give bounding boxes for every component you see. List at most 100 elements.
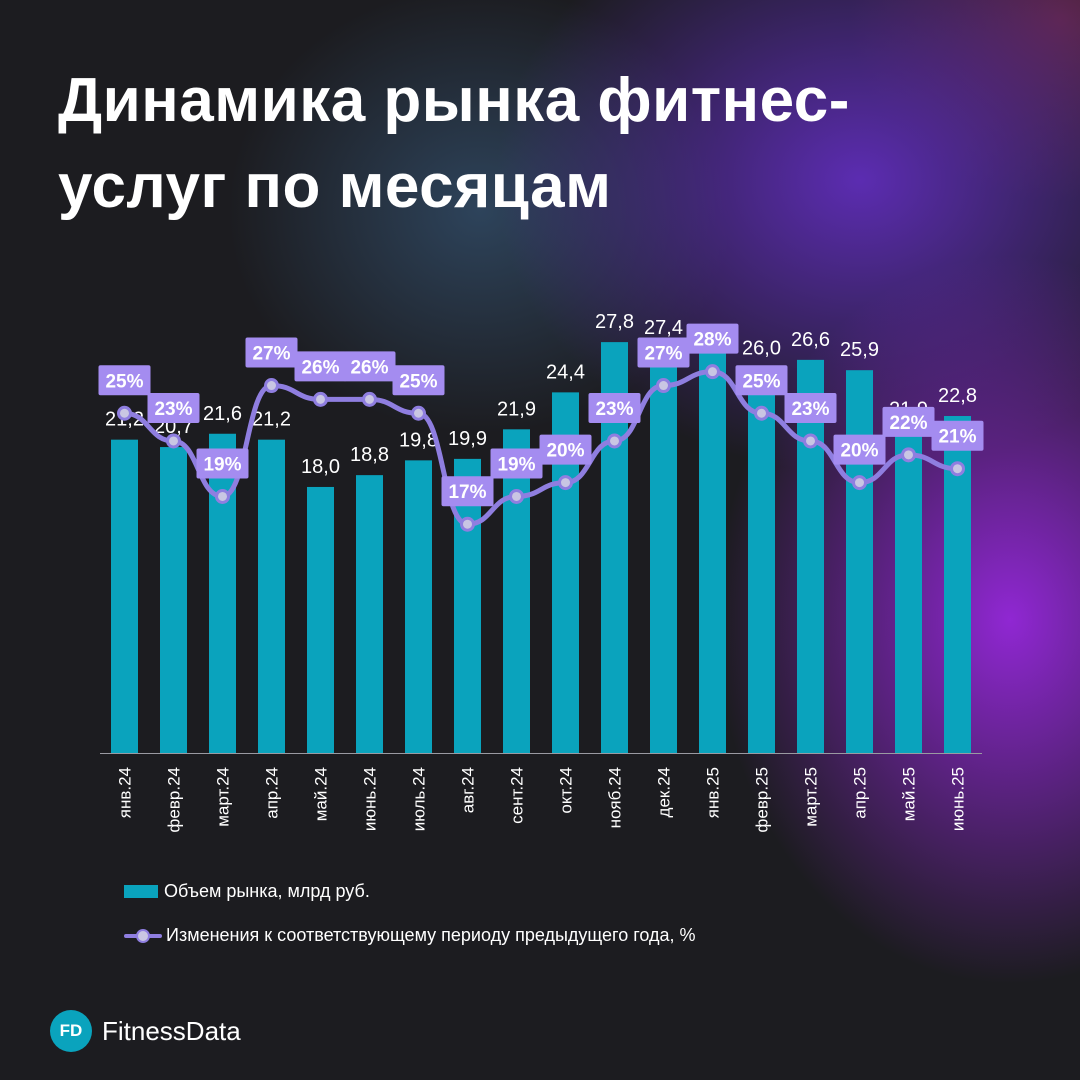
bar-value-label: 18,0 bbox=[301, 456, 340, 478]
line-value-label: 27% bbox=[644, 344, 682, 365]
bar bbox=[405, 460, 432, 753]
line-label-box bbox=[882, 406, 935, 437]
logo-name: FitnessData bbox=[102, 1015, 241, 1046]
legend-item-line: Изменения к соответствующему периоду пре… bbox=[124, 925, 696, 946]
line-value-label: 22% bbox=[889, 413, 927, 434]
line-label-box bbox=[637, 337, 690, 368]
bar-value-label: 27,4 bbox=[644, 317, 683, 339]
x-tick-label: янв.24 bbox=[116, 767, 135, 818]
bar-value-label: 26,0 bbox=[742, 338, 781, 360]
line-value-label: 23% bbox=[791, 399, 829, 420]
bar-value-label: 25,9 bbox=[840, 339, 879, 361]
line-value-label: 20% bbox=[840, 441, 878, 462]
bar bbox=[356, 475, 383, 753]
line-label-box bbox=[98, 365, 151, 396]
line-point bbox=[362, 391, 377, 407]
line-value-label: 26% bbox=[301, 357, 339, 378]
x-tick-label: окт.24 bbox=[557, 767, 576, 814]
x-tick-label: нояб.24 bbox=[606, 767, 625, 828]
legend-bar-swatch bbox=[124, 885, 158, 898]
bar bbox=[209, 433, 236, 753]
line-label-box bbox=[392, 365, 445, 396]
bar bbox=[258, 439, 285, 753]
bar bbox=[307, 486, 334, 753]
bar bbox=[160, 447, 187, 753]
x-tick-label: янв.25 bbox=[704, 767, 723, 818]
line-label-box bbox=[245, 337, 298, 368]
x-tick-label: февр.25 bbox=[753, 767, 772, 833]
line-value-label: 23% bbox=[154, 399, 192, 420]
line-point bbox=[460, 516, 475, 532]
x-tick-label: март.24 bbox=[214, 767, 233, 827]
line-label-box bbox=[196, 448, 249, 479]
line-label-box bbox=[833, 434, 886, 465]
line-value-label: 20% bbox=[546, 441, 584, 462]
x-tick-label: июль.24 bbox=[410, 767, 429, 831]
line-point bbox=[313, 391, 328, 407]
logo-mark: FD bbox=[50, 1010, 92, 1052]
legend-item-bars: Объем рынка, млрд руб. bbox=[124, 881, 370, 902]
x-tick-label: дек.24 bbox=[655, 767, 674, 817]
x-tick-label: авг.24 bbox=[459, 767, 478, 813]
bar-value-label: 22,8 bbox=[938, 385, 977, 407]
bar bbox=[748, 368, 775, 753]
x-tick-label: март.25 bbox=[802, 767, 821, 827]
line-label-box bbox=[931, 420, 984, 451]
line-label-box bbox=[784, 392, 837, 423]
line-point bbox=[803, 433, 818, 449]
line-point bbox=[166, 433, 181, 449]
line-label-box bbox=[539, 434, 592, 465]
x-tick-label: июнь.24 bbox=[361, 767, 380, 831]
bar bbox=[797, 359, 824, 753]
line-point bbox=[901, 447, 916, 463]
page-title: Динамика рынка фитнес-услуг по месяцам bbox=[58, 66, 850, 221]
bar bbox=[895, 429, 922, 753]
line-value-label: 26% bbox=[350, 357, 388, 378]
legend-label-line: Изменения к соответствующему периоду пре… bbox=[166, 925, 696, 945]
line-point bbox=[656, 378, 671, 394]
line-label-box bbox=[686, 323, 739, 354]
line-point bbox=[950, 461, 965, 477]
x-tick-label: май.25 bbox=[900, 767, 919, 821]
x-tick-label: февр.24 bbox=[165, 767, 184, 833]
line-label-box bbox=[147, 392, 200, 423]
line-point bbox=[705, 364, 720, 380]
line-point bbox=[411, 405, 426, 421]
bar-value-label: 26,6 bbox=[791, 329, 830, 351]
line-label-box bbox=[588, 392, 641, 423]
line-label-box bbox=[441, 476, 494, 507]
line-value-label: 19% bbox=[497, 454, 535, 475]
legend-label-bars: Объем рынка, млрд руб. bbox=[164, 881, 370, 901]
bar-value-label: 21,6 bbox=[203, 403, 242, 425]
line-value-label: 25% bbox=[105, 371, 143, 392]
x-tick-label: май.24 bbox=[312, 767, 331, 821]
bar-value-label: 21,9 bbox=[497, 398, 536, 420]
line-value-label: 25% bbox=[742, 371, 780, 392]
line-point bbox=[117, 405, 132, 421]
bar-value-label: 21,2 bbox=[252, 409, 291, 431]
bar bbox=[699, 352, 726, 753]
x-tick-label: апр.24 bbox=[263, 767, 282, 819]
line-value-label: 17% bbox=[448, 482, 486, 503]
line-point bbox=[558, 475, 573, 491]
bar bbox=[650, 348, 677, 753]
line-point bbox=[264, 378, 279, 394]
line-point bbox=[215, 488, 230, 504]
bar bbox=[846, 370, 873, 753]
line-value-label: 27% bbox=[252, 344, 290, 365]
bar bbox=[111, 439, 138, 753]
bar-value-label: 19,9 bbox=[448, 428, 487, 450]
line-value-label: 28% bbox=[693, 330, 731, 351]
line-label-box bbox=[490, 448, 543, 479]
bar-value-label: 18,8 bbox=[350, 444, 389, 466]
bar bbox=[454, 458, 481, 753]
line-label-box bbox=[735, 365, 788, 396]
line-point bbox=[509, 488, 524, 504]
bar-value-label: 19,8 bbox=[399, 429, 438, 451]
line-label-box bbox=[294, 351, 347, 382]
line-value-label: 19% bbox=[203, 454, 241, 475]
bar-value-label: 27,8 bbox=[595, 311, 634, 333]
bar-value-label: 24,4 bbox=[546, 361, 585, 383]
x-tick-label: июнь.25 bbox=[949, 767, 968, 831]
